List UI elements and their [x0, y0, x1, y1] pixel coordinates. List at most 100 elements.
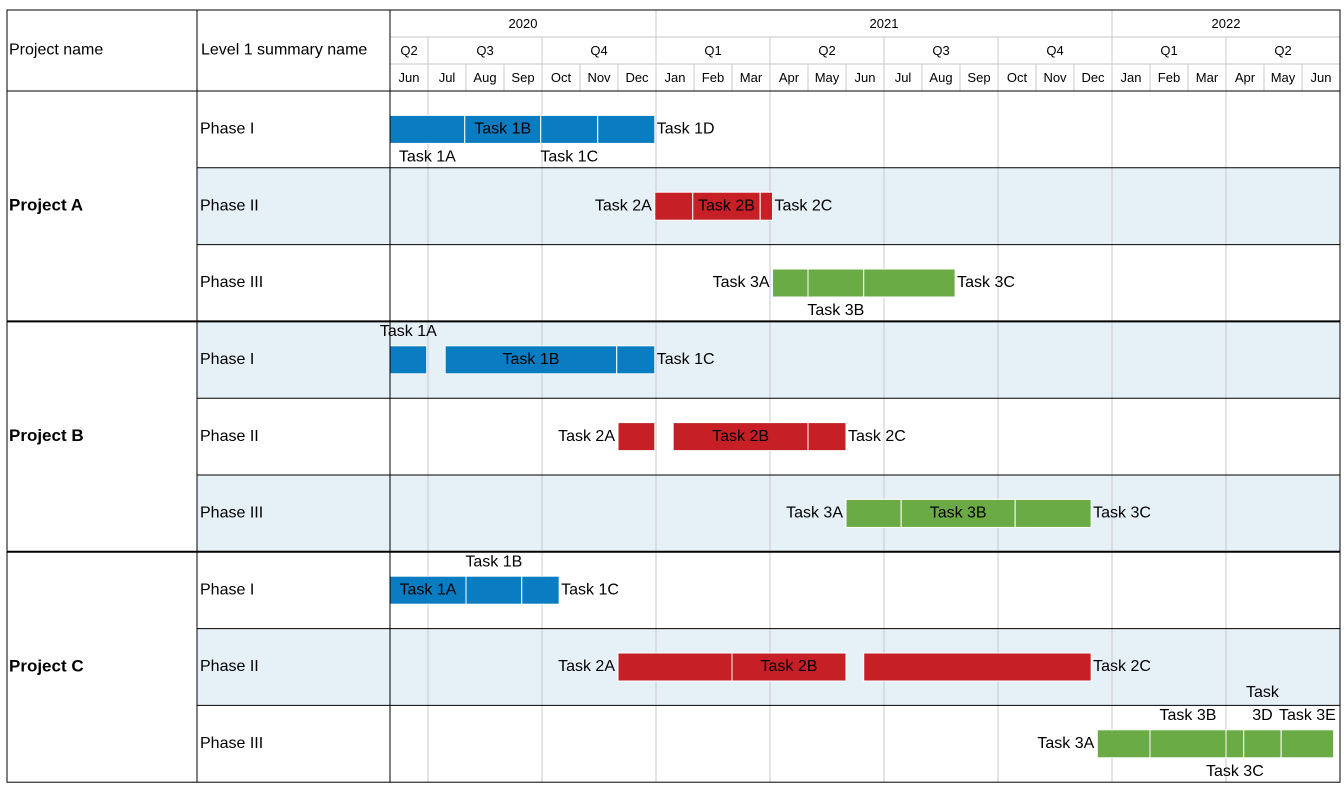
month-label: Aug: [929, 70, 952, 85]
month-label: Jun: [1311, 70, 1332, 85]
task-bar: [464, 114, 542, 144]
project-name: Project B: [9, 426, 84, 445]
task-bar: [1225, 729, 1245, 759]
phase-name: Phase II: [200, 428, 259, 445]
quarter-label: Q4: [590, 43, 607, 58]
phase-name: Phase III: [200, 274, 263, 291]
task-label: Task 1B: [502, 351, 559, 368]
row-shade: [197, 321, 1340, 399]
task-bar: [617, 422, 656, 452]
quarter-label: Q2: [1274, 43, 1291, 58]
project-name: Project A: [9, 196, 83, 215]
task-label: Task 1A: [399, 149, 456, 166]
task-bar: [672, 422, 809, 452]
year-label: 2022: [1212, 16, 1241, 31]
phase-name: Phase III: [200, 505, 263, 522]
month-label: Aug: [473, 70, 496, 85]
table-borders: [6, 9, 1341, 783]
month-label: Dec: [1081, 70, 1105, 85]
task-bar: [521, 575, 560, 605]
task-bar: [759, 191, 774, 221]
phase-name: Phase II: [200, 197, 259, 214]
task-label: Task 3C: [1206, 763, 1264, 780]
quarter-label: Q1: [1160, 43, 1177, 58]
task-label: 3D: [1252, 707, 1272, 724]
task-bar: [863, 268, 956, 298]
task-label: Task 3A: [713, 274, 770, 291]
quarter-label: Q2: [400, 43, 417, 58]
month-label: Jul: [895, 70, 912, 85]
year-label: 2021: [870, 16, 899, 31]
task-label: Task 2B: [761, 658, 818, 675]
task-bar: [1096, 729, 1151, 759]
task-label: Task 1C: [657, 351, 715, 368]
task-bar: [540, 114, 599, 144]
task-bar: [444, 345, 618, 375]
task-bar: [807, 422, 847, 452]
task-bar: [465, 575, 523, 605]
task-bar: [863, 652, 1092, 682]
month-label: Jan: [665, 70, 686, 85]
month-label: Apr: [1235, 70, 1256, 85]
month-label: Oct: [1007, 70, 1028, 85]
phase-name: Phase I: [200, 121, 254, 138]
task-label: Task 2A: [558, 658, 615, 675]
task-label: Task 2B: [712, 428, 769, 445]
task-label: Task 2A: [595, 197, 652, 214]
chart-text: Project name Level 1 summary name 2020 2021…: [9, 16, 1336, 780]
task-label: Task 3C: [957, 274, 1015, 291]
month-label: Mar: [740, 70, 763, 85]
quarter-label: Q4: [1046, 43, 1063, 58]
task-bar: [1243, 729, 1282, 759]
phase-name: Phase III: [200, 735, 263, 752]
task-bar: [731, 652, 847, 682]
task-label: Task 3A: [1037, 735, 1094, 752]
task-label: Task 1B: [465, 553, 522, 570]
task-label: Task 2B: [698, 197, 755, 214]
task-bar: [617, 652, 733, 682]
project-col-header: Project name: [9, 42, 103, 59]
phase-name: Phase II: [200, 658, 259, 675]
task-bar: [807, 268, 865, 298]
quarter-label: Q3: [476, 43, 493, 58]
task-label: Task 2C: [775, 197, 833, 214]
year-label: 2020: [509, 16, 538, 31]
task-label: Task 3B: [1160, 707, 1217, 724]
month-label: May: [815, 70, 840, 85]
task-bar: [772, 268, 809, 298]
task-bar: [692, 191, 761, 221]
task-bar: [900, 498, 1016, 528]
task-label: Task 1D: [657, 121, 715, 138]
task-bar: [1280, 729, 1335, 759]
month-label: Mar: [1196, 70, 1219, 85]
task-label: Task 2C: [1093, 658, 1151, 675]
month-label: Apr: [779, 70, 800, 85]
task-label: Task 3E: [1279, 707, 1336, 724]
task-bar: [654, 191, 694, 221]
quarter-label: Q1: [704, 43, 721, 58]
task-bars: [389, 114, 1335, 759]
task-label: Task 1A: [380, 323, 437, 340]
month-label: Feb: [702, 70, 724, 85]
phase-name: Phase I: [200, 351, 254, 368]
task-label: Task 3B: [930, 505, 987, 522]
phase-name: Phase I: [200, 581, 254, 598]
month-label: Feb: [1158, 70, 1180, 85]
task-bar: [1014, 498, 1092, 528]
month-label: Nov: [1043, 70, 1067, 85]
task-bar: [1149, 729, 1227, 759]
task-bar: [389, 114, 466, 144]
month-label: May: [1271, 70, 1296, 85]
task-label: Task 3C: [1093, 505, 1151, 522]
quarter-label: Q3: [932, 43, 949, 58]
outer-border: [6, 9, 1341, 783]
month-label: Jun: [855, 70, 876, 85]
month-label: Oct: [551, 70, 572, 85]
row-shading: [197, 167, 1340, 706]
task-label: Task 3B: [807, 302, 864, 319]
month-label: Jun: [399, 70, 420, 85]
month-label: Sep: [967, 70, 990, 85]
task-bar: [597, 114, 656, 144]
task-label: Task 1C: [561, 581, 619, 598]
